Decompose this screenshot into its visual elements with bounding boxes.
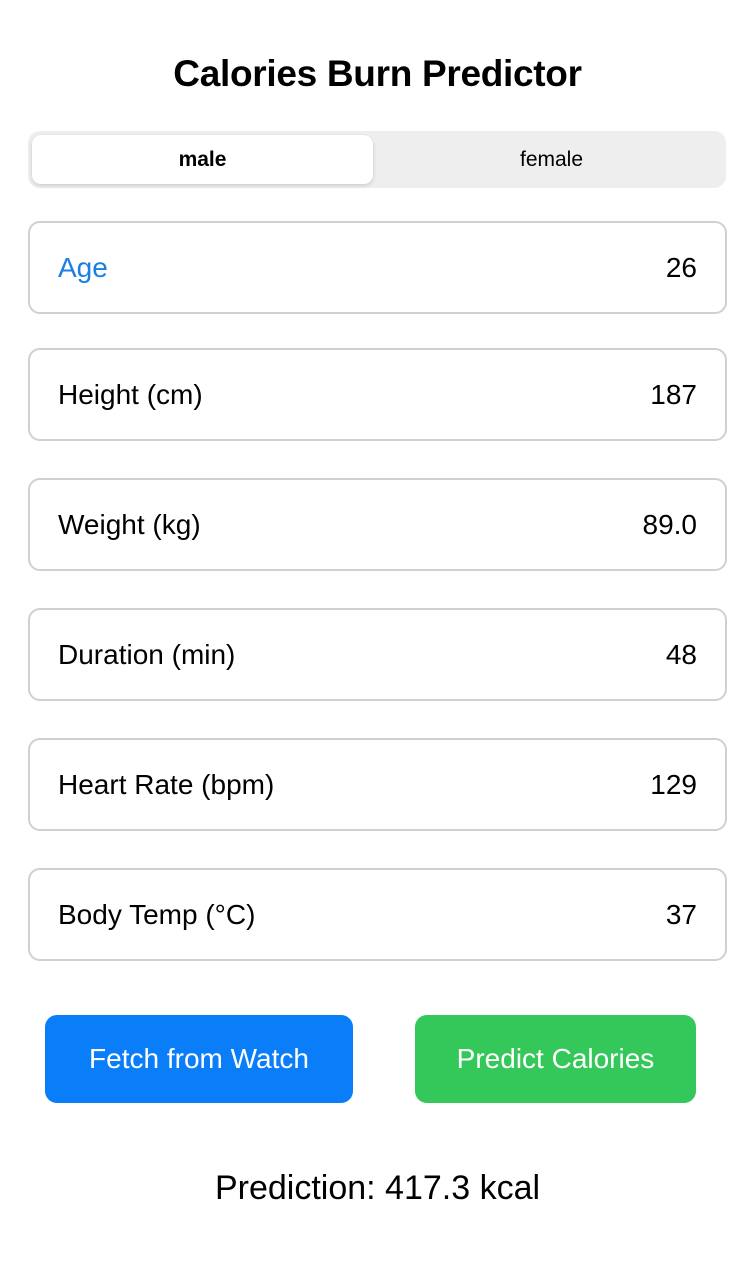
- heart-rate-label: Heart Rate (bpm): [58, 769, 275, 800]
- predict-calories-button[interactable]: Predict Calories: [415, 1015, 696, 1103]
- body-temp-field[interactable]: Body Temp (°C) 37: [28, 868, 727, 961]
- duration-value[interactable]: 48: [665, 639, 697, 670]
- heart-rate-field[interactable]: Heart Rate (bpm) 129: [28, 738, 727, 831]
- fetch-from-watch-button[interactable]: Fetch from Watch: [45, 1015, 353, 1103]
- age-value[interactable]: 26: [665, 252, 697, 283]
- height-value[interactable]: 187: [650, 379, 697, 410]
- age-label: Age: [58, 252, 108, 283]
- duration-label: Duration (min): [58, 639, 236, 670]
- age-field[interactable]: Age 26: [28, 221, 727, 314]
- weight-value[interactable]: 89.0: [642, 509, 698, 540]
- page-title: Calories Burn Predictor: [173, 53, 582, 94]
- duration-field[interactable]: Duration (min) 48: [28, 608, 727, 701]
- heart-rate-value[interactable]: 129: [650, 769, 697, 800]
- segment-female[interactable]: female: [519, 147, 584, 171]
- segment-male[interactable]: male: [32, 135, 373, 184]
- height-field[interactable]: Height (cm) 187: [28, 348, 727, 441]
- weight-field[interactable]: Weight (kg) 89.0: [28, 478, 727, 571]
- body-temp-value[interactable]: 37: [665, 899, 697, 930]
- height-label: Height (cm): [58, 379, 203, 410]
- gender-segmented-control[interactable]: male female: [28, 131, 726, 188]
- body-temp-label: Body Temp (°C): [58, 899, 256, 930]
- prediction-result: Prediction: 417.3 kcal: [214, 1169, 541, 1207]
- weight-label: Weight (kg): [58, 509, 201, 540]
